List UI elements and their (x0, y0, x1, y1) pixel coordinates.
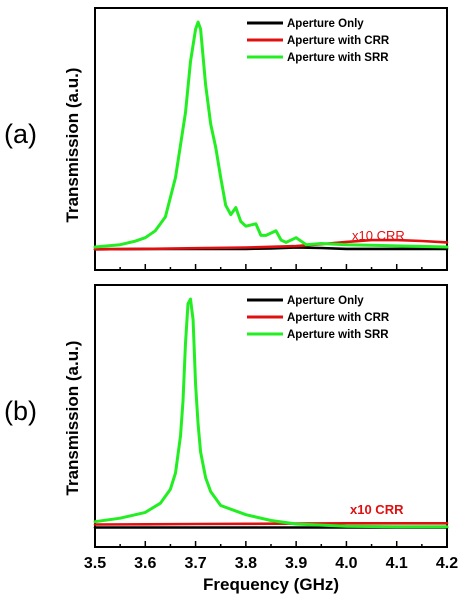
series-line-aperture-with-srr (93, 20, 449, 249)
x-axis-title: Frequency (GHz) (203, 575, 339, 594)
legend-label: Aperture with CRR (287, 35, 390, 47)
x-tick-label: 3.5 (84, 555, 106, 572)
x-tick-label: 4.0 (335, 555, 357, 572)
series-line-aperture-with-srr (93, 297, 449, 529)
panel-b: 3.5 3.6 3.7 3.8 3.9 4.0 4.1 4.2 Aperture Only Ape… (4, 284, 458, 572)
legend-label: Aperture Only (287, 295, 364, 307)
annotation-x10-crr: x10 CRR (352, 228, 405, 243)
legend-label: Aperture with SRR (287, 52, 389, 64)
legend-label: Aperture Only (287, 18, 364, 30)
series-line-aperture-with-crr (93, 522, 449, 526)
x-tick-label: 3.7 (184, 555, 206, 572)
y-axis-title: Transmission (a.u.) (63, 68, 82, 223)
x-tick-label: 3.8 (235, 555, 257, 572)
x-tick-label: 4.1 (386, 555, 408, 572)
panel-label: (b) (4, 396, 37, 426)
panel-a: Aperture Only Aperture with CRR Aperture w… (4, 7, 449, 271)
panel-label: (a) (4, 119, 37, 149)
legend-label: Aperture with CRR (287, 312, 390, 324)
x-tick-label: 3.6 (134, 555, 156, 572)
panels: Aperture Only Aperture with CRR Aperture w… (4, 7, 458, 572)
legend-label: Aperture with SRR (287, 329, 389, 341)
annotation-x10-crr: x10 CRR (350, 502, 404, 517)
x-tick-label: 4.2 (436, 555, 458, 572)
y-axis-title: Transmission (a.u.) (63, 341, 82, 496)
x-tick-label: 3.9 (285, 555, 307, 572)
